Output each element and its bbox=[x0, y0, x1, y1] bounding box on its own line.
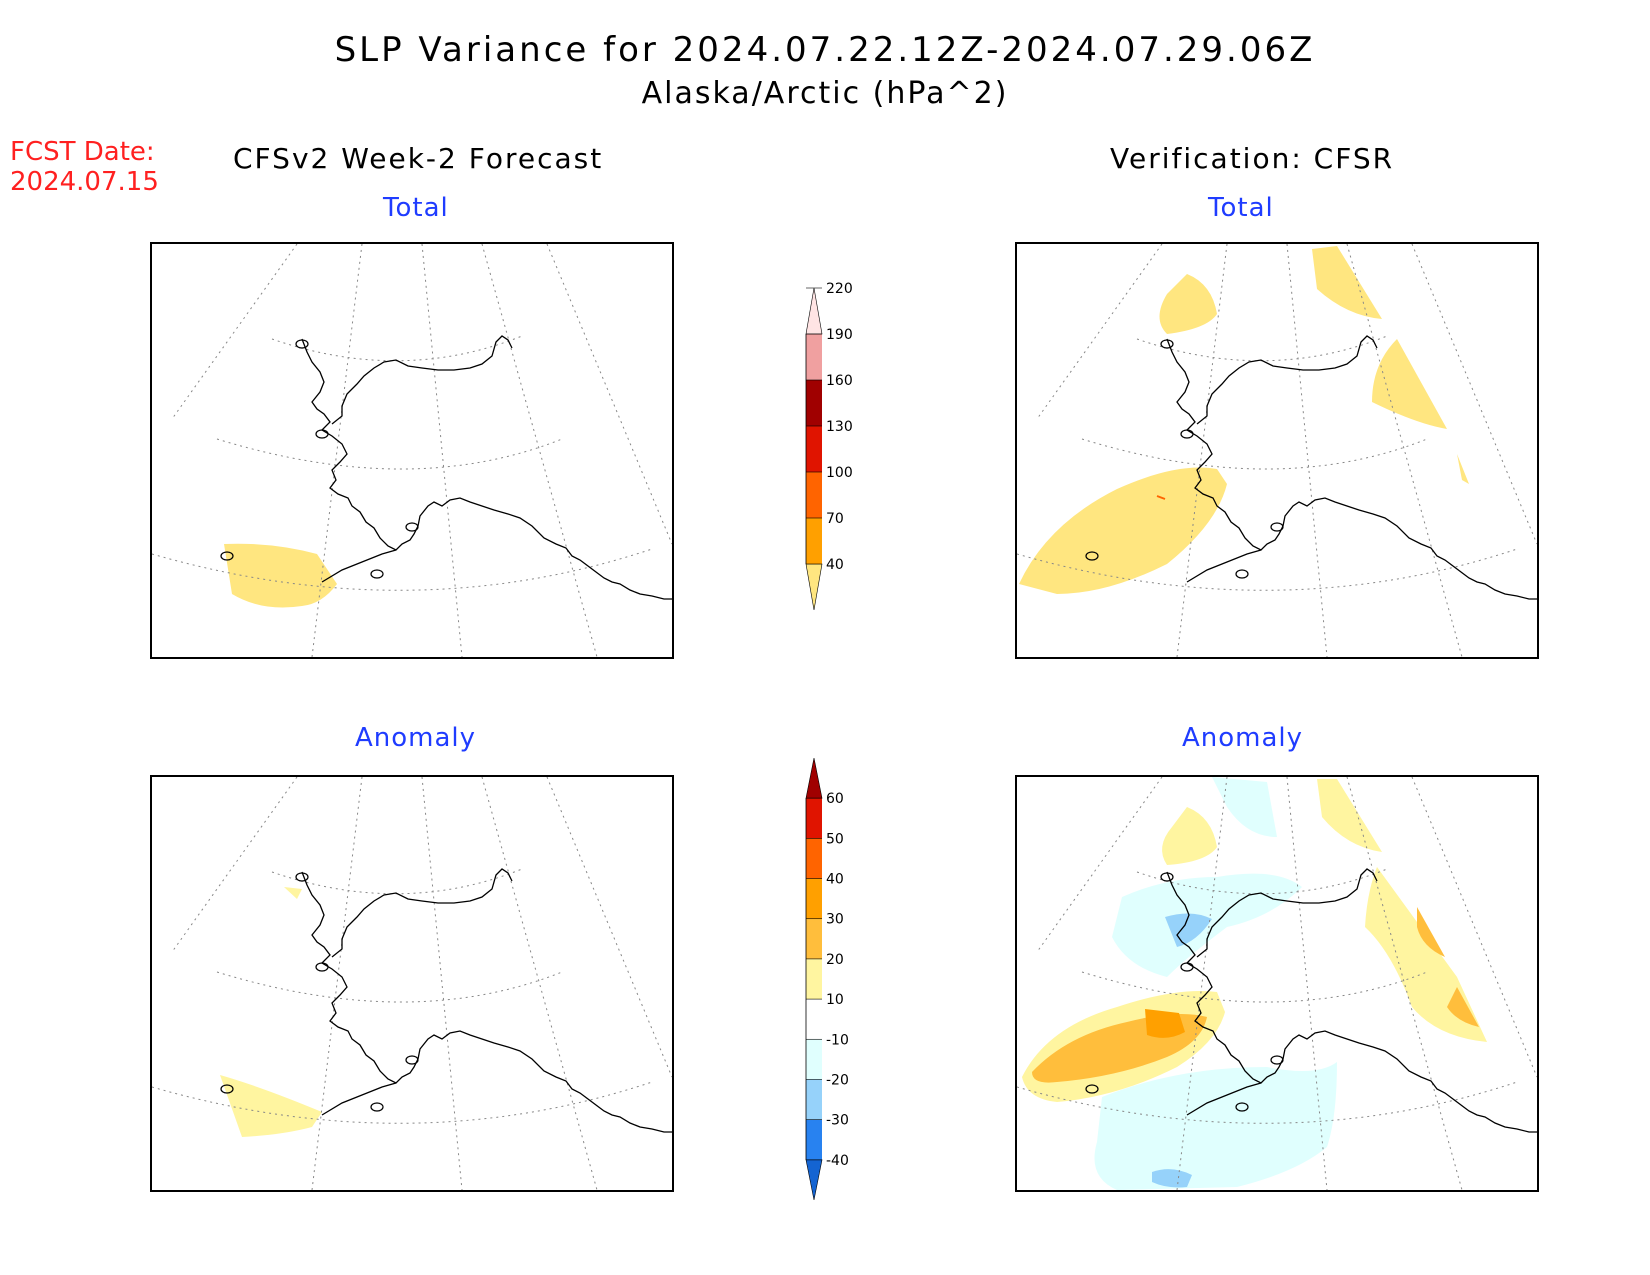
forecast-total-map bbox=[150, 242, 674, 659]
forecast-anomaly-map bbox=[150, 775, 674, 1192]
coastline bbox=[1085, 335, 1537, 600]
colorbar-tick-label: -10 bbox=[826, 1032, 849, 1048]
colorbar-tick-label: 20 bbox=[826, 952, 844, 968]
map-grid bbox=[1017, 777, 1537, 1190]
forecast-total-title: Total bbox=[383, 193, 449, 223]
colorbar-tick-label: 100 bbox=[826, 465, 853, 481]
anomaly-colorbar: -40 -30 -20 -10 10 20 30 40 50 60 bbox=[770, 750, 890, 1210]
colorbar-swatch bbox=[806, 878, 822, 919]
map-grid bbox=[152, 777, 672, 1190]
verification-anomaly-map bbox=[1015, 775, 1539, 1192]
colorbar-tick-label: 160 bbox=[826, 373, 853, 389]
colorbar-swatch bbox=[805, 287, 823, 335]
colorbar-swatch bbox=[806, 1119, 822, 1160]
colorbar-swatch bbox=[806, 518, 822, 564]
map-grid bbox=[1017, 244, 1537, 657]
colorbar-swatch bbox=[805, 757, 823, 799]
colorbar-tick-label: -40 bbox=[826, 1153, 849, 1169]
coastline bbox=[1085, 868, 1537, 1133]
colorbar-swatch bbox=[806, 918, 822, 959]
colorbar-swatch bbox=[806, 334, 822, 380]
forecast-total-fields bbox=[224, 543, 337, 608]
verification-anomaly-title: Anomaly bbox=[1182, 723, 1304, 753]
fcst-date-value: 2024.07.15 bbox=[10, 167, 159, 197]
total-colorbar: 40 70 100 130 160 190 220 bbox=[770, 280, 890, 620]
fcst-date-label: FCST Date: bbox=[10, 137, 155, 167]
chart-title: SLP Variance for 2024.07.22.12Z-2024.07.… bbox=[334, 30, 1316, 70]
colorbar-swatch bbox=[806, 472, 822, 518]
colorbar-tick-label: 50 bbox=[826, 831, 844, 847]
colorbar-swatch bbox=[805, 1159, 823, 1201]
colorbar-tick-label: 30 bbox=[826, 912, 844, 928]
coastline bbox=[220, 335, 672, 600]
colorbar-tick-label: 220 bbox=[826, 281, 853, 297]
colorbar-swatch bbox=[806, 426, 822, 472]
colorbar-tick-label: 60 bbox=[826, 791, 844, 807]
colorbar-swatch bbox=[806, 838, 822, 879]
forecast-anomaly-fields bbox=[220, 887, 322, 1137]
chart-subtitle: Alaska/Arctic (hPa^2) bbox=[641, 76, 1009, 111]
colorbar-tick-label: -30 bbox=[826, 1113, 849, 1129]
verification-total-map bbox=[1015, 242, 1539, 659]
colorbar-swatch bbox=[806, 958, 822, 1000]
colorbar-tick-label: 40 bbox=[826, 872, 844, 888]
verification-total-title: Total bbox=[1208, 193, 1274, 223]
colorbar-tick-label: 130 bbox=[826, 419, 853, 435]
colorbar-tick-label: 40 bbox=[826, 557, 844, 573]
colorbar-swatch bbox=[806, 1079, 822, 1120]
verification-column-title: Verification: CFSR bbox=[1110, 142, 1395, 175]
colorbar-swatch bbox=[806, 380, 822, 426]
colorbar-swatch bbox=[806, 798, 822, 839]
verification-total-fields bbox=[1019, 246, 1469, 594]
map-grid bbox=[152, 244, 672, 657]
colorbar-swatch bbox=[806, 1039, 822, 1080]
colorbar-swatch bbox=[805, 563, 823, 611]
colorbar-tick-label: 70 bbox=[826, 511, 844, 527]
colorbar-tick-label: 190 bbox=[826, 327, 853, 343]
verification-anomaly-fields bbox=[1022, 777, 1487, 1190]
forecast-anomaly-title: Anomaly bbox=[355, 723, 477, 753]
forecast-column-title: CFSv2 Week-2 Forecast bbox=[233, 142, 604, 175]
coastline bbox=[220, 868, 672, 1133]
colorbar-tick-label: 10 bbox=[826, 992, 844, 1008]
colorbar-swatch bbox=[806, 999, 822, 1040]
colorbar-tick-label: -20 bbox=[826, 1072, 849, 1088]
